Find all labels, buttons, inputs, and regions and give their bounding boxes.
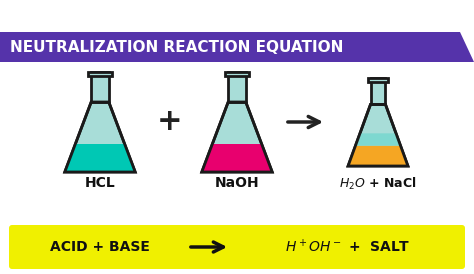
Bar bbox=[91, 72, 109, 102]
Polygon shape bbox=[202, 144, 272, 172]
Polygon shape bbox=[0, 32, 474, 62]
FancyBboxPatch shape bbox=[9, 225, 465, 269]
Text: NEUTRALIZATION REACTION EQUATION: NEUTRALIZATION REACTION EQUATION bbox=[10, 39, 343, 55]
Text: ACID + BASE: ACID + BASE bbox=[50, 240, 150, 254]
Bar bbox=[88, 72, 112, 76]
Text: $H_2O$ + NaCl: $H_2O$ + NaCl bbox=[339, 176, 417, 192]
Polygon shape bbox=[348, 104, 408, 166]
Text: NaOH: NaOH bbox=[215, 176, 259, 190]
Polygon shape bbox=[348, 146, 408, 166]
Bar bbox=[371, 78, 385, 104]
Polygon shape bbox=[65, 144, 135, 172]
Text: +: + bbox=[157, 107, 183, 136]
Polygon shape bbox=[65, 102, 135, 172]
Polygon shape bbox=[202, 102, 272, 172]
Bar bbox=[225, 72, 249, 76]
Bar bbox=[228, 72, 246, 102]
Text: HCL: HCL bbox=[85, 176, 115, 190]
Polygon shape bbox=[356, 133, 401, 146]
Text: $H^+OH^-$ +  SALT: $H^+OH^-$ + SALT bbox=[285, 238, 411, 256]
Bar bbox=[368, 78, 388, 82]
